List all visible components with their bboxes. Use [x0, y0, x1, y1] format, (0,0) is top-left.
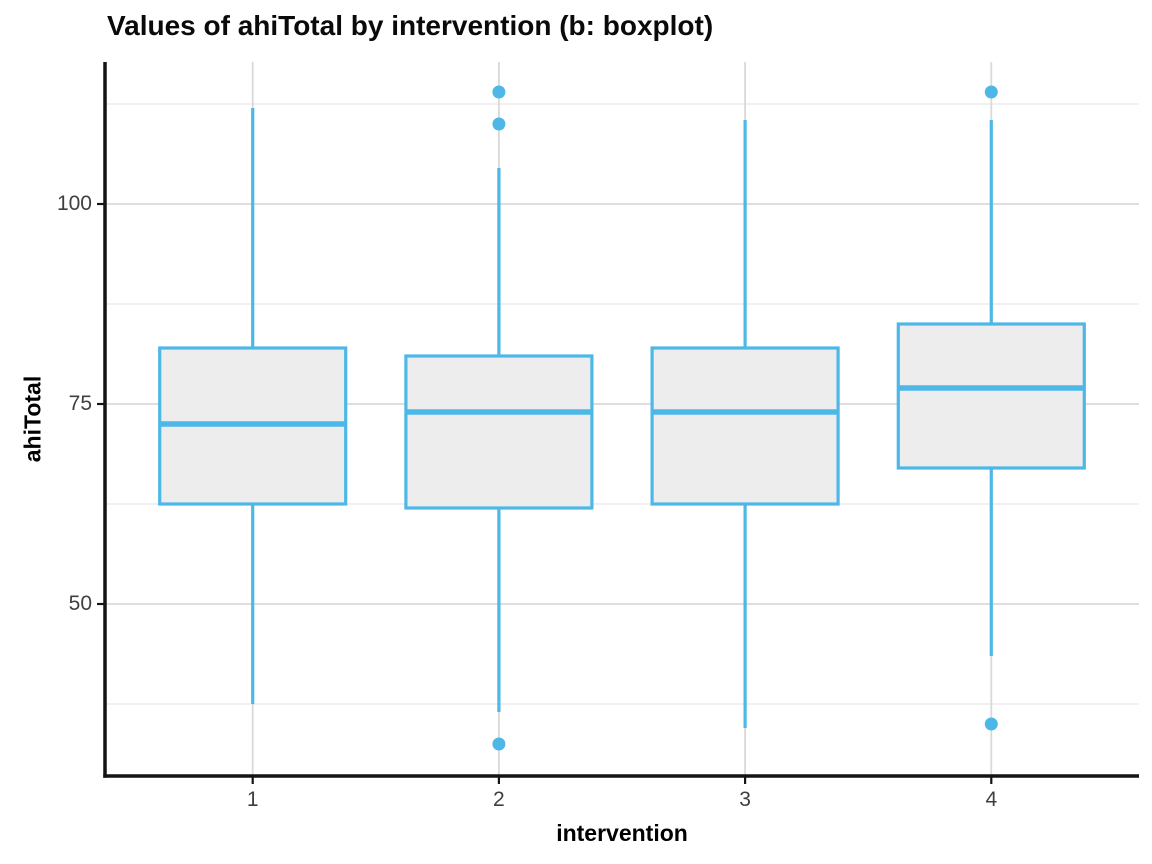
box-iqr [650, 346, 840, 506]
outlier-point [984, 717, 998, 731]
x-tick-label: 2 [493, 788, 505, 811]
outlier-point [984, 85, 998, 99]
x-tick-label: 3 [739, 788, 751, 811]
y-tick-label: 75 [68, 392, 92, 415]
y-tick-label: 100 [56, 192, 92, 215]
box-iqr [404, 354, 594, 510]
outlier-point [492, 737, 506, 751]
x-tick-label: 4 [985, 788, 998, 811]
x-axis-title: intervention [556, 820, 688, 846]
outlier-point [492, 117, 506, 131]
chart-title: Values of ahiTotal by intervention (b: b… [107, 10, 714, 41]
box-iqr [896, 322, 1086, 470]
x-tick-label: 1 [246, 788, 259, 811]
outlier-point [492, 85, 506, 99]
y-tick-label: 50 [68, 592, 92, 615]
